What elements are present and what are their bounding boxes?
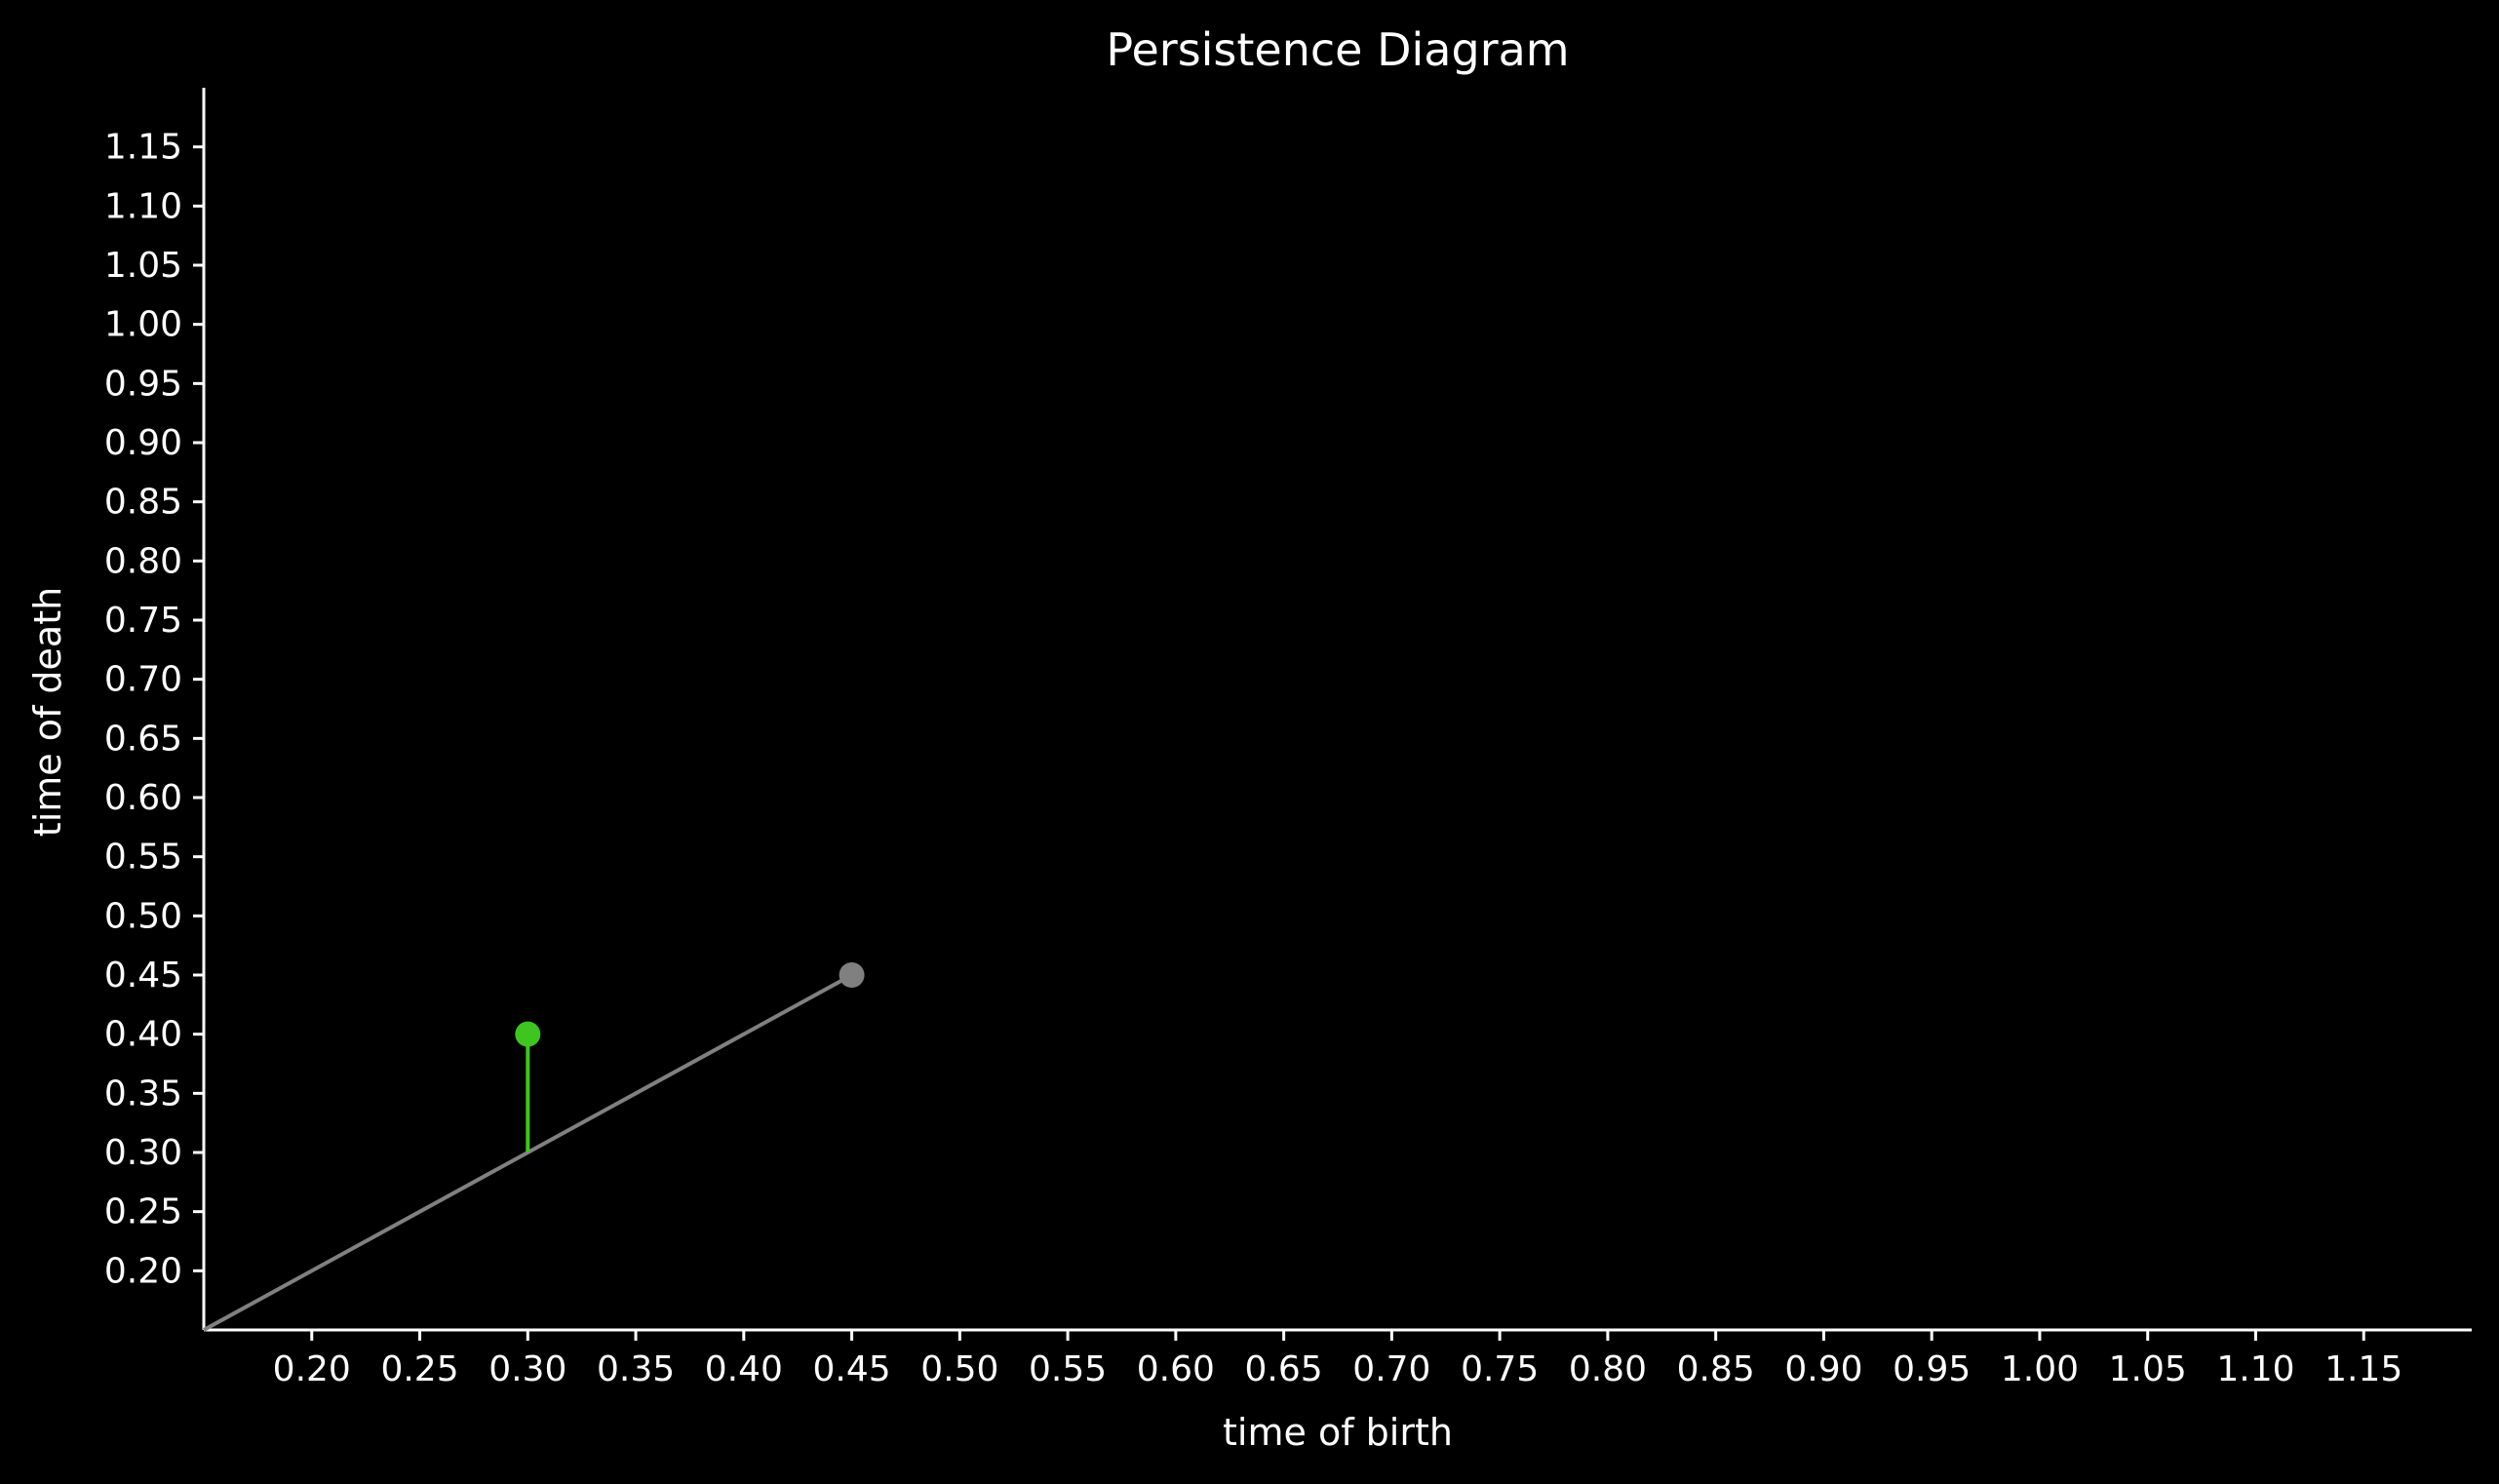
y-tick-label: 1.00	[104, 305, 182, 345]
y-tick-label: 0.75	[104, 601, 182, 641]
x-tick-label: 0.50	[920, 1349, 998, 1389]
x-tick-label: 1.05	[2109, 1349, 2187, 1389]
x-tick-label: 0.30	[488, 1349, 566, 1389]
x-tick-label: 0.75	[1461, 1349, 1539, 1389]
x-axis-title: time of birth	[1223, 1411, 1453, 1454]
y-tick-label: 0.80	[104, 541, 182, 581]
y-tick-label: 0.50	[104, 896, 182, 936]
y-axis-ticks: 0.20 0.25 0.30 0.35 0.40 0.45 0.50 0.55 0.60 0.65…	[104, 128, 204, 1291]
x-tick-label: 0.90	[1784, 1349, 1862, 1389]
x-tick-label: 1.10	[2216, 1349, 2294, 1389]
y-tick-label: 0.40	[104, 1015, 182, 1055]
y-tick-label: 0.45	[104, 956, 182, 996]
x-tick-label: 0.60	[1137, 1349, 1215, 1389]
x-axis-ticks: 0.20 0.25 0.30 0.35 0.40 0.45 0.50 0.55 0.60 0.65…	[273, 1330, 2402, 1389]
persistence-point	[839, 962, 865, 988]
x-tick-label: 0.20	[273, 1349, 351, 1389]
y-tick-label: 0.70	[104, 660, 182, 700]
y-tick-label: 1.15	[104, 128, 182, 168]
x-tick-label: 1.00	[2001, 1349, 2079, 1389]
y-tick-label: 0.25	[104, 1192, 182, 1232]
x-tick-label: 0.70	[1352, 1349, 1430, 1389]
x-tick-label: 1.15	[2324, 1349, 2402, 1389]
x-tick-label: 0.45	[812, 1349, 890, 1389]
data-points	[515, 962, 865, 1152]
x-tick-label: 0.40	[705, 1349, 783, 1389]
y-tick-label: 0.85	[104, 483, 182, 523]
y-tick-label: 1.05	[104, 246, 182, 286]
x-tick-label: 0.35	[597, 1349, 675, 1389]
y-tick-label: 0.90	[104, 423, 182, 463]
x-tick-label: 0.25	[380, 1349, 458, 1389]
x-tick-label: 0.85	[1677, 1349, 1755, 1389]
x-tick-label: 0.95	[1893, 1349, 1971, 1389]
y-axis-title: time of death	[26, 587, 69, 837]
y-tick-label: 0.95	[104, 364, 182, 404]
y-tick-label: 0.65	[104, 719, 182, 759]
x-tick-label: 0.80	[1569, 1349, 1647, 1389]
y-tick-label: 0.55	[104, 838, 182, 878]
y-tick-label: 0.60	[104, 778, 182, 818]
y-tick-label: 0.35	[104, 1074, 182, 1113]
chart-title: Persistence Diagram	[1106, 23, 1569, 76]
y-tick-label: 0.30	[104, 1133, 182, 1173]
persistence-point	[515, 1021, 541, 1047]
x-tick-label: 0.65	[1245, 1349, 1323, 1389]
y-tick-label: 0.20	[104, 1251, 182, 1291]
x-tick-label: 0.55	[1029, 1349, 1107, 1389]
y-tick-label: 1.10	[104, 186, 182, 226]
